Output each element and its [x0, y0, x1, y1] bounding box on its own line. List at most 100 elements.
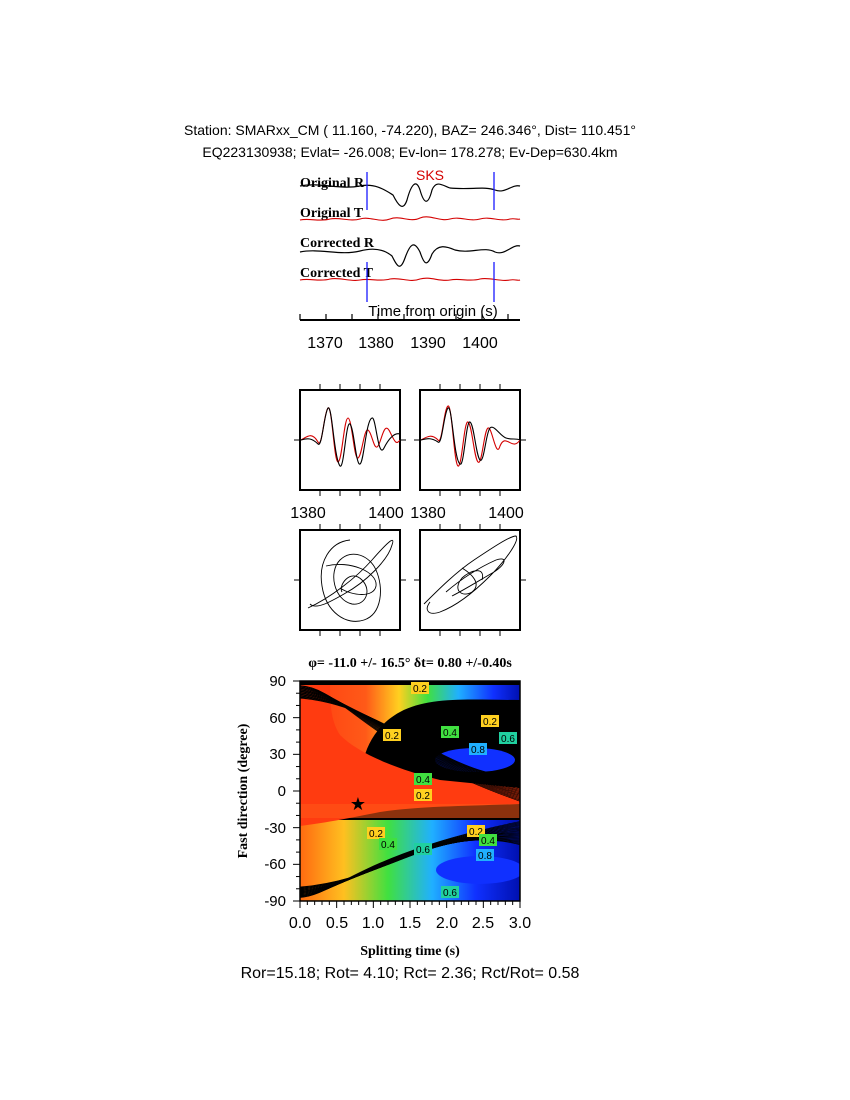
header-station-line: Station: SMARxx_CM ( 11.160, -74.220), B… — [184, 122, 636, 138]
contour-line-upper — [300, 685, 520, 801]
contour-line-upper — [300, 696, 520, 780]
grid-heatmap — [300, 681, 520, 901]
ytick-30: 30 — [269, 746, 286, 763]
contour-label-box — [441, 726, 459, 738]
waveform-panels: 1380 1400 1380 1400 — [290, 384, 526, 522]
contour-label: 0.8 — [478, 851, 492, 862]
contour-label: 0.2 — [369, 829, 383, 840]
time-axis-label: Time from origin (s) — [368, 303, 497, 320]
ytick-60: 60 — [269, 710, 286, 727]
time-tick-1390: 1390 — [410, 335, 446, 352]
contour-label: 0.2 — [413, 684, 427, 695]
contour-label-box — [383, 729, 401, 741]
contour-label: 0.6 — [443, 888, 457, 899]
waveform-panel-ticks — [294, 384, 526, 496]
best-fit-star: ★ — [350, 794, 366, 814]
ytick-90: 90 — [269, 673, 286, 690]
contour-label: 0.6 — [416, 845, 430, 856]
contour-label-box — [441, 886, 459, 898]
heatmap-minimum-region — [300, 681, 520, 826]
grid-title: φ= -11.0 +/- 16.5° δt= 0.80 +/-0.40s — [308, 656, 512, 671]
waveform-left-tick-1380: 1380 — [290, 505, 326, 522]
trace-label-corrected-r: Corrected R — [300, 236, 375, 251]
trace-original-r — [299, 183, 521, 207]
particle-motion-panels — [294, 524, 526, 636]
header-event-line: EQ223130938; Evlat= -26.008; Ev-lon= 178… — [202, 144, 617, 160]
waveform-right-red — [420, 405, 521, 467]
contour-line-upper — [300, 687, 520, 797]
particle-motion-left — [307, 539, 394, 622]
contour-label-box — [499, 732, 517, 744]
contour-label: 0.2 — [416, 791, 430, 802]
grid-xlabel: Splitting time (s) — [360, 944, 460, 959]
contour-lines — [300, 685, 520, 898]
xtick-0-5: 0.5 — [326, 915, 348, 932]
waveform-left-black — [300, 407, 401, 467]
waveform-right-tick-1400: 1400 — [488, 505, 524, 522]
trace-panel: Original R Original T Corrected R Correc… — [299, 167, 521, 352]
contour-label-box — [469, 743, 487, 755]
waveform-right-black — [420, 407, 521, 465]
trace-original-t — [299, 216, 521, 221]
contour-label-box — [411, 682, 429, 694]
grid-axis-ticks — [293, 680, 521, 908]
contour-line-upper — [300, 696, 520, 779]
heatmap-top-band — [300, 681, 520, 685]
contour-line-upper — [300, 688, 520, 795]
contour-line-upper — [300, 685, 520, 802]
contour-label: 0.4 — [481, 836, 495, 847]
xtick-2-5: 2.5 — [472, 915, 494, 932]
trace-corrected-t — [299, 277, 521, 281]
contour-label-box — [414, 843, 432, 855]
particle-motion-panel-left — [299, 529, 401, 631]
contour-line-upper — [300, 697, 520, 778]
particle-motion-panel-right — [419, 529, 521, 631]
contour-label-box — [414, 789, 432, 801]
contour-line-upper — [300, 697, 520, 777]
time-axis-ticks — [299, 314, 509, 320]
particle-motion-right — [423, 535, 518, 614]
xtick-2-0: 2.0 — [436, 915, 458, 932]
contour-label: 0.2 — [385, 731, 399, 742]
contour-label-box — [367, 827, 385, 839]
trace-label-original-r: Original R — [300, 176, 365, 191]
grid-ylabel: Fast direction (degree) — [236, 723, 251, 858]
contour-label: 0.4 — [381, 840, 395, 851]
time-tick-1400: 1400 — [462, 335, 498, 352]
waveform-panel-left — [299, 389, 401, 491]
footer-stats: Ror=15.18; Rot= 4.10; Rct= 2.36; Rct/Rot… — [241, 965, 580, 982]
phase-label-sks: SKS — [416, 167, 444, 183]
contour-label-box — [379, 838, 397, 850]
waveform-left-red — [300, 407, 401, 463]
contour-label-box — [481, 715, 499, 727]
trace-corrected-r — [299, 244, 521, 267]
ytick-0: 0 — [278, 783, 286, 800]
time-tick-1380: 1380 — [358, 335, 394, 352]
xtick-3-0: 3.0 — [509, 915, 531, 932]
xtick-1-5: 1.5 — [399, 915, 421, 932]
contour-label: 0.2 — [469, 827, 483, 838]
trace-label-original-t: Original T — [300, 206, 364, 221]
ytick-minus60: -60 — [264, 856, 286, 873]
grid-search-plot: φ= -11.0 +/- 16.5° δt= 0.80 +/-0.40s 0.2… — [236, 656, 531, 959]
ytick-minus90: -90 — [264, 893, 286, 910]
contour-label-box — [479, 834, 497, 846]
ytick-minus30: -30 — [264, 820, 286, 837]
contour-line-upper — [300, 695, 520, 782]
contour-label-box — [414, 773, 432, 785]
xtick-0-0: 0.0 — [289, 915, 311, 932]
contour-label: 0.6 — [501, 734, 515, 745]
trace-label-corrected-t: Corrected T — [300, 266, 374, 281]
heatmap-lower-core — [436, 856, 520, 884]
contour-line-upper — [300, 686, 520, 800]
contour-label: 0.4 — [416, 775, 430, 786]
contour-line-upper — [300, 694, 520, 784]
contour-label: 0.8 — [471, 745, 485, 756]
contour-line-upper — [300, 687, 520, 798]
waveform-right-tick-1380: 1380 — [410, 505, 446, 522]
contour-label: 0.4 — [443, 728, 457, 739]
xtick-1-0: 1.0 — [362, 915, 384, 932]
contour-label-group: 0.20.2 0.40.60.80.20.40.20.20.4 0.60.20.40… — [367, 682, 517, 899]
contour-label-box — [476, 849, 494, 861]
